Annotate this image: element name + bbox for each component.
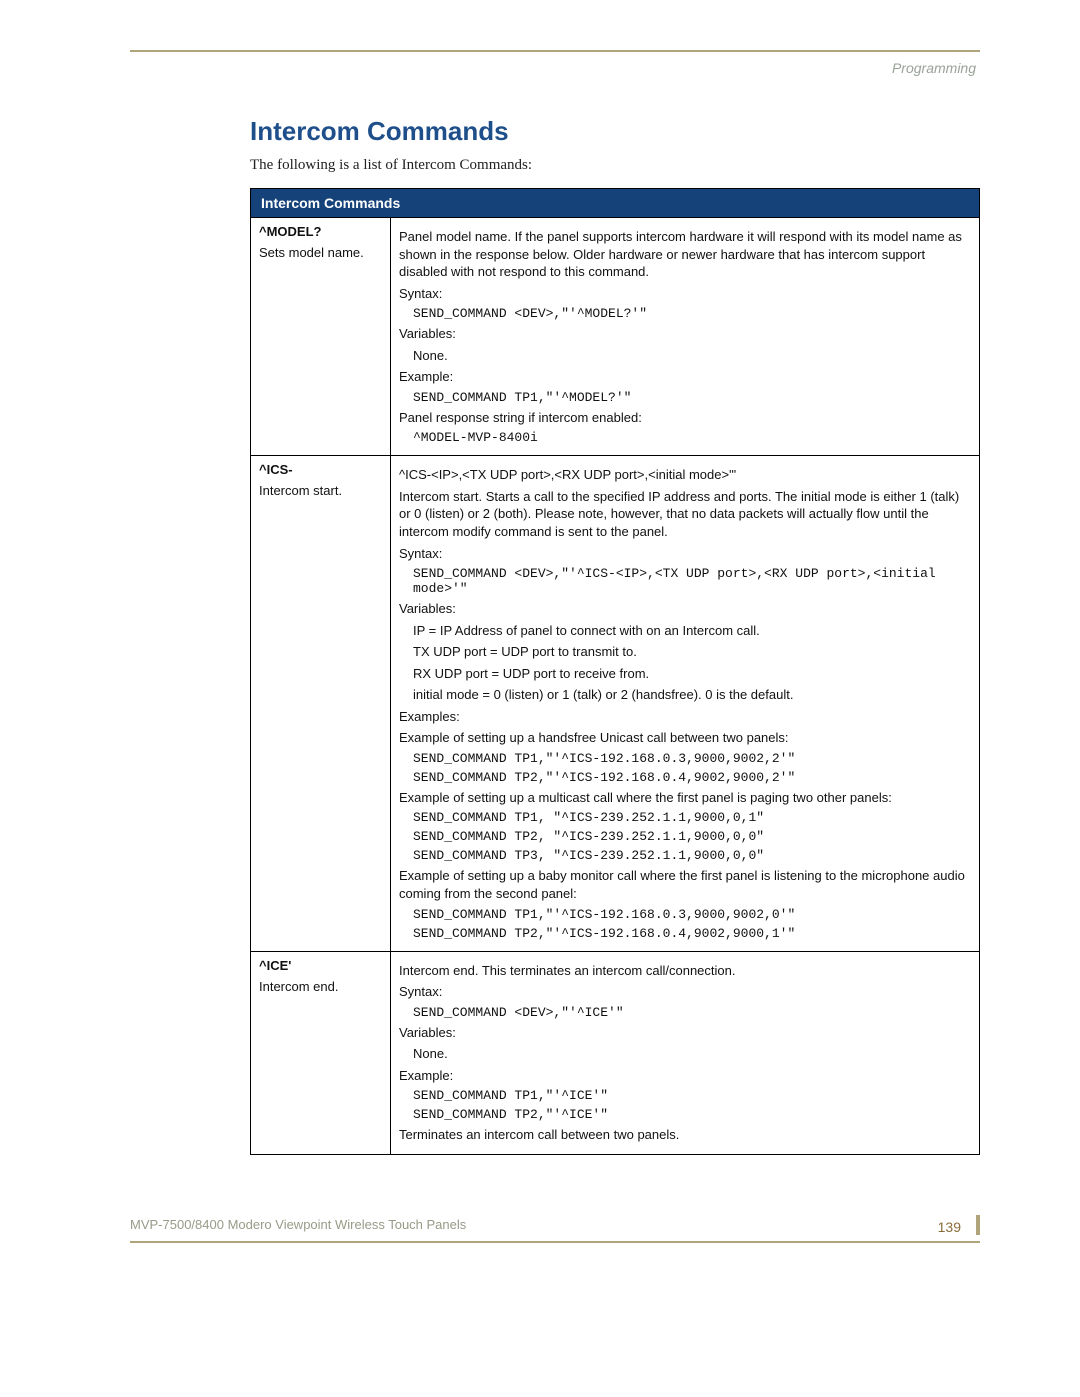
command-subtitle: Sets model name. bbox=[259, 245, 382, 260]
code-line: SEND_COMMAND TP1,"'^ICE'" bbox=[399, 1088, 971, 1103]
text-line: Example: bbox=[399, 1067, 971, 1085]
command-cell: ^ICE' Intercom end. bbox=[251, 951, 391, 1154]
table-row: ^ICE' Intercom end. Intercom end. This ter… bbox=[251, 951, 980, 1154]
text-line: Example of setting up a baby monitor cal… bbox=[399, 867, 971, 902]
command-name: ^ICE' bbox=[259, 958, 382, 973]
text-line: Variables: bbox=[399, 325, 971, 343]
text-line: ^ICS-<IP>,<TX UDP port>,<RX UDP port>,<i… bbox=[399, 466, 971, 484]
code-line: SEND_COMMAND TP2,"'^ICE'" bbox=[399, 1107, 971, 1122]
code-line: SEND_COMMAND TP1, "^ICS-239.252.1.1,9000… bbox=[399, 810, 971, 825]
table-title: Intercom Commands bbox=[251, 189, 980, 218]
code-line: SEND_COMMAND TP2,"'^ICS-192.168.0.4,9002… bbox=[399, 770, 971, 785]
command-subtitle: Intercom end. bbox=[259, 979, 382, 994]
page-title: Intercom Commands bbox=[250, 116, 980, 147]
text-line: initial mode = 0 (listen) or 1 (talk) or… bbox=[399, 686, 971, 704]
text-line: Variables: bbox=[399, 1024, 971, 1042]
text-line: Variables: bbox=[399, 600, 971, 618]
code-line: SEND_COMMAND TP2, "^ICS-239.252.1.1,9000… bbox=[399, 829, 971, 844]
description-cell: Intercom end. This terminates an interco… bbox=[391, 951, 980, 1154]
code-line: SEND_COMMAND <DEV>,"'^ICE'" bbox=[399, 1005, 971, 1020]
code-line: SEND_COMMAND TP2,"'^ICS-192.168.0.4,9002… bbox=[399, 926, 971, 941]
text-line: TX UDP port = UDP port to transmit to. bbox=[399, 643, 971, 661]
command-subtitle: Intercom start. bbox=[259, 483, 382, 498]
text-line: Examples: bbox=[399, 708, 971, 726]
footer-left: MVP-7500/8400 Modero Viewpoint Wireless … bbox=[130, 1217, 466, 1232]
table-row: ^MODEL? Sets model name. Panel model name.… bbox=[251, 218, 980, 456]
footer-bar-icon bbox=[976, 1215, 980, 1235]
commands-table: Intercom Commands ^MODEL? Sets model name… bbox=[250, 188, 980, 1155]
table-row: ^ICS- Intercom start. ^ICS-<IP>,<TX UDP po… bbox=[251, 456, 980, 951]
code-line: SEND_COMMAND <DEV>,"'^ICS-<IP>,<TX UDP p… bbox=[399, 566, 971, 596]
command-name: ^ICS- bbox=[259, 462, 382, 477]
text-line: Syntax: bbox=[399, 285, 971, 303]
text-line: IP = IP Address of panel to connect with… bbox=[399, 622, 971, 640]
intro-text: The following is a list of Intercom Comm… bbox=[250, 157, 980, 174]
text-line: Intercom end. This terminates an interco… bbox=[399, 962, 971, 980]
text-line: Example of setting up a handsfree Unicas… bbox=[399, 729, 971, 747]
code-line: SEND_COMMAND TP1,"'^MODEL?'" bbox=[399, 390, 971, 405]
code-line: SEND_COMMAND TP3, "^ICS-239.252.1.1,9000… bbox=[399, 848, 971, 863]
text-line: None. bbox=[399, 347, 971, 365]
text-line: Syntax: bbox=[399, 545, 971, 563]
code-line: SEND_COMMAND TP1,"'^ICS-192.168.0.3,9000… bbox=[399, 751, 971, 766]
text-line: Intercom start. Starts a call to the spe… bbox=[399, 488, 971, 541]
text-line: Panel response string if intercom enable… bbox=[399, 409, 971, 427]
text-line: Example of setting up a multicast call w… bbox=[399, 789, 971, 807]
text-line: None. bbox=[399, 1045, 971, 1063]
text-line: RX UDP port = UDP port to receive from. bbox=[399, 665, 971, 683]
footer-rule bbox=[130, 1241, 980, 1243]
code-line: SEND_COMMAND <DEV>,"'^MODEL?'" bbox=[399, 306, 971, 321]
top-rule bbox=[130, 50, 980, 52]
description-cell: Panel model name. If the panel supports … bbox=[391, 218, 980, 456]
text-line: Syntax: bbox=[399, 983, 971, 1001]
code-line: ^MODEL-MVP-8400i bbox=[399, 430, 971, 445]
text-line: Terminates an intercom call between two … bbox=[399, 1126, 971, 1144]
description-cell: ^ICS-<IP>,<TX UDP port>,<RX UDP port>,<i… bbox=[391, 456, 980, 951]
text-line: Panel model name. If the panel supports … bbox=[399, 228, 971, 281]
code-line: SEND_COMMAND TP1,"'^ICS-192.168.0.3,9000… bbox=[399, 907, 971, 922]
command-name: ^MODEL? bbox=[259, 224, 382, 239]
page-number: 139 bbox=[938, 1219, 966, 1235]
text-line: Example: bbox=[399, 368, 971, 386]
command-cell: ^ICS- Intercom start. bbox=[251, 456, 391, 951]
header-section: Programming bbox=[130, 60, 980, 76]
command-cell: ^MODEL? Sets model name. bbox=[251, 218, 391, 456]
